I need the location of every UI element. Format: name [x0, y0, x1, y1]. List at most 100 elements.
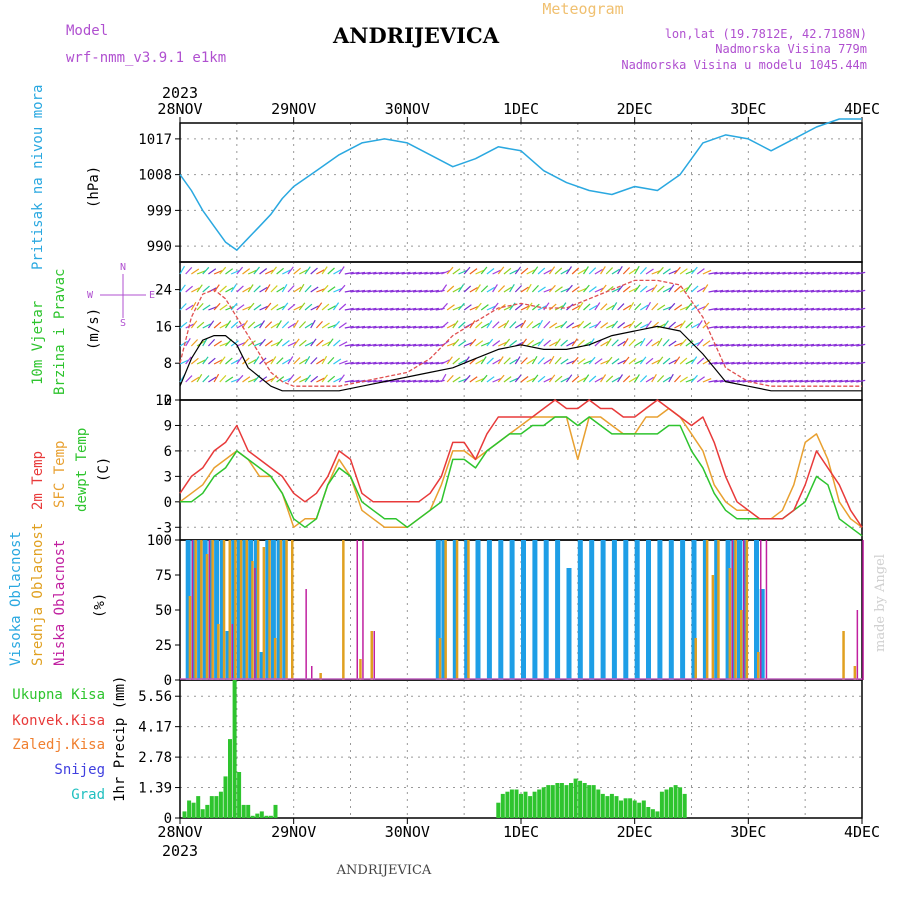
wind-barb	[338, 303, 347, 311]
wind-barb	[850, 361, 860, 365]
wind-barb	[628, 376, 638, 383]
wind-barb	[446, 374, 454, 383]
wind-barb	[827, 289, 837, 293]
wind-barb	[440, 302, 448, 311]
precip-bar	[614, 796, 619, 818]
wind-barb	[719, 325, 729, 329]
wind-unit: (m/s)	[86, 308, 102, 350]
y-tick-label: 50	[155, 603, 172, 619]
wind-barb	[685, 378, 695, 383]
high-cloud-bar	[185, 540, 191, 680]
wind-barb	[367, 307, 377, 311]
wind-barb	[628, 320, 635, 329]
y-tick-label: 8	[164, 356, 172, 372]
wind-barb	[446, 304, 455, 311]
wind-barb	[469, 338, 477, 347]
wind-barb	[429, 271, 440, 275]
wind-barb	[412, 361, 423, 365]
wind-barb	[207, 320, 215, 329]
wind-barb	[856, 271, 866, 275]
y-tick-label: 3	[164, 469, 172, 485]
wind-barb	[213, 359, 223, 365]
wind-barb	[554, 338, 561, 347]
high-cloud-bar	[435, 540, 441, 680]
high-cloud-bar	[623, 540, 629, 680]
wind-barb	[259, 357, 267, 365]
wind-barb	[384, 343, 394, 347]
wind-barb	[378, 325, 388, 329]
wind-barb	[725, 343, 735, 347]
wind-barb	[566, 360, 576, 365]
low-cloud-bar	[373, 631, 375, 680]
high-cloud-bar	[475, 540, 481, 680]
wind-barb	[844, 361, 854, 365]
wind-barb	[440, 284, 448, 293]
precip-bar	[182, 811, 187, 818]
wind-barb	[344, 325, 354, 329]
wind-barb	[788, 271, 798, 275]
precip-bar	[596, 789, 601, 818]
high-cloud-bar	[191, 540, 197, 680]
wind-barb	[185, 375, 193, 383]
wind-barb	[605, 375, 614, 383]
wind-barb	[742, 379, 752, 383]
wind-barb	[202, 375, 210, 383]
wind-barb	[276, 305, 286, 311]
wind-barb	[475, 359, 484, 365]
wind-barb	[503, 357, 511, 365]
wind-barb	[651, 373, 657, 383]
wind-barb	[446, 342, 456, 347]
wind-barb	[810, 289, 820, 293]
sfc-temp-line	[179, 407, 863, 529]
wind-barb	[344, 379, 354, 383]
wind-barb	[224, 320, 232, 329]
wind-barb	[390, 361, 400, 365]
wind-barb	[230, 359, 240, 365]
wind-panel: 10m Vjetar Brzina i Pravac (m/s) N E S W	[30, 262, 155, 395]
compass-north: N	[120, 262, 126, 273]
wind-barb	[679, 306, 689, 311]
mid-cloud-bar	[734, 540, 737, 680]
wind-barb	[316, 377, 325, 383]
wind-barb	[418, 379, 428, 383]
wind-barb	[736, 307, 746, 311]
wind-barb	[475, 340, 484, 347]
wind-barb	[219, 342, 229, 347]
wind-barb	[196, 270, 206, 275]
mid-cloud-bar	[285, 540, 288, 680]
wind-barb	[412, 271, 423, 275]
precip-bar	[655, 811, 660, 818]
wind-barb	[560, 320, 568, 329]
wind-barb	[497, 285, 506, 293]
precip-unit: 1hr Precip (mm)	[112, 676, 128, 802]
wind-barb	[628, 287, 638, 293]
low-cloud-bar	[731, 540, 734, 680]
wind-barb	[207, 338, 216, 347]
wind-barb	[344, 271, 354, 275]
wind-barb	[298, 339, 307, 347]
wind-barb	[810, 379, 820, 383]
wind-barb	[782, 343, 792, 347]
date-label-bottom: 28NOV	[157, 823, 202, 841]
wind-barb	[264, 302, 272, 311]
wind-barb	[236, 304, 245, 311]
wind-barb	[503, 320, 510, 329]
wind-barb	[202, 356, 209, 365]
wind-barb	[486, 320, 493, 329]
wind-barb	[327, 356, 335, 365]
wind-barb	[338, 266, 345, 275]
wind-barb	[407, 289, 417, 293]
wind-barb	[407, 343, 417, 347]
wind-barb	[805, 361, 815, 365]
wind-barb	[719, 271, 729, 275]
pressure-line	[179, 118, 862, 251]
wind-barb	[639, 266, 647, 275]
wind-barb	[185, 304, 194, 311]
precip-bar	[191, 802, 196, 818]
wind-barb	[639, 337, 646, 347]
wind-barb	[645, 320, 652, 329]
wind-barb	[287, 266, 294, 275]
wind-barb	[731, 343, 741, 347]
wind-barb	[526, 321, 534, 329]
wind-barb	[594, 320, 602, 329]
